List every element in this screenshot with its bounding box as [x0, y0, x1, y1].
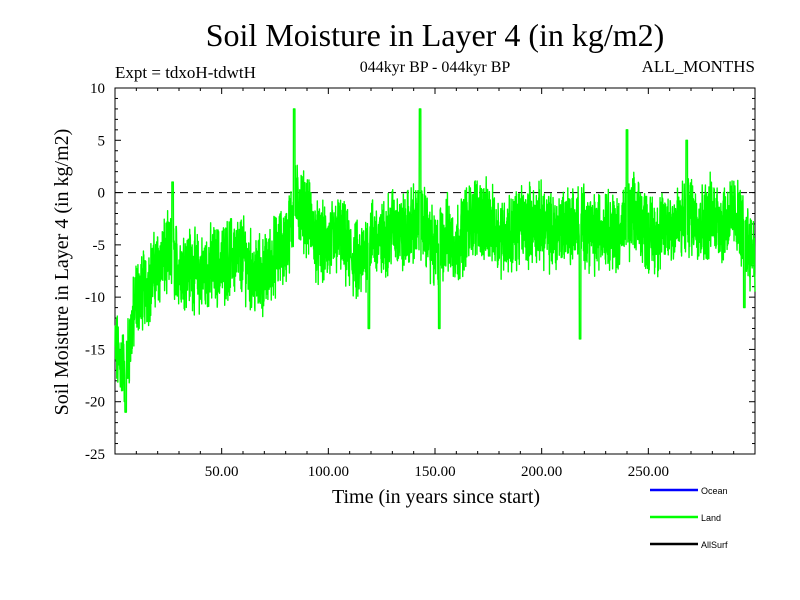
series-line-land: [114, 108, 756, 413]
y-tick-label: -5: [93, 238, 106, 254]
y-tick-label: -10: [85, 290, 105, 306]
y-tick-label: -25: [85, 447, 105, 463]
chart-subtitle-left: Expt = tdxoH-tdwtH: [115, 63, 256, 82]
chart-subtitle-right: ALL_MONTHS: [642, 57, 755, 76]
x-axis-label: Time (in years since start): [332, 486, 540, 508]
x-tick-label: 150.00: [414, 464, 455, 480]
x-tick-label: 200.00: [521, 464, 562, 480]
legend: Ocean Land AllSurf: [650, 486, 728, 550]
y-axis-label: Soil Moisture in Layer 4 (in kg/m2): [51, 129, 73, 416]
y-tick-label: 5: [98, 133, 106, 149]
y-tick-label: -20: [85, 395, 105, 411]
x-tick-label: 100.00: [308, 464, 349, 480]
legend-label-ocean: Ocean: [701, 486, 728, 496]
chart-title: Soil Moisture in Layer 4 (in kg/m2): [206, 17, 665, 53]
x-axis-ticks: 50.00 100.00 150.00 200.00 250.00: [135, 88, 735, 480]
series-group: [114, 108, 756, 413]
y-axis-ticks: -25 -20 -15 -10 -5 0 5 10: [85, 81, 755, 463]
x-tick-label: 50.00: [205, 464, 239, 480]
y-tick-label: -15: [85, 342, 105, 358]
chart-subtitle-center: 044kyr BP - 044kyr BP: [360, 59, 511, 76]
legend-label-allsurf: AllSurf: [701, 540, 728, 550]
x-tick-label: 250.00: [628, 464, 669, 480]
y-tick-label: 10: [90, 81, 105, 97]
y-tick-label: 0: [98, 186, 106, 202]
legend-label-land: Land: [701, 513, 721, 523]
